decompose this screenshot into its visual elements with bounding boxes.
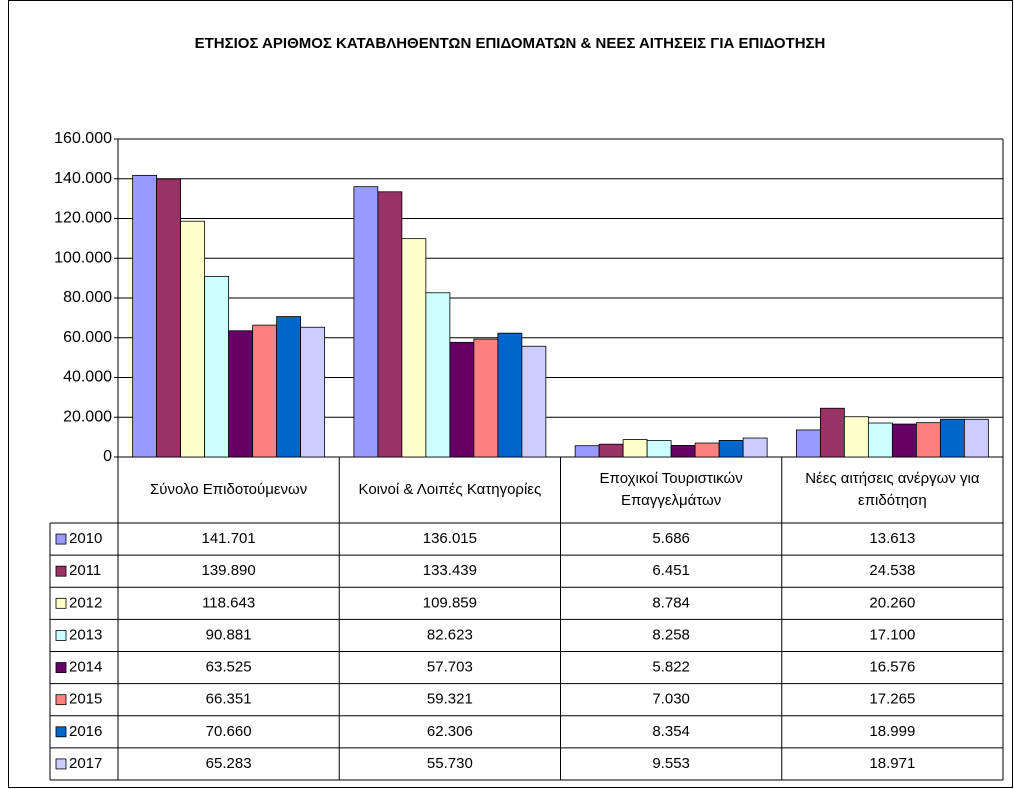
bar [377,191,403,458]
table-value: 109.859 [423,594,477,611]
bar [497,332,523,458]
y-tick-label: 140.000 [54,170,112,187]
y-tick-label: 0 [103,448,112,465]
table-value: 63.525 [206,659,252,676]
bar [425,292,451,458]
legend-label: 2014 [69,659,102,676]
legend-swatch [55,694,67,706]
bar [401,238,427,458]
table-value: 70.660 [206,723,252,740]
y-tick-label: 100.000 [54,249,112,266]
table-value: 17.100 [869,626,915,643]
table-value: 6.451 [652,562,690,579]
table-value: 62.306 [427,723,473,740]
legend-label: 2016 [69,723,102,740]
bar [449,341,475,458]
legend-label: 2011 [69,562,101,579]
bar [228,330,254,458]
bar [963,418,989,458]
table-value: 13.613 [869,530,915,547]
table-value: 8.258 [652,626,690,643]
bar [742,437,768,458]
bar [867,422,893,458]
y-tick-label: 20.000 [63,408,112,425]
table-value: 139.890 [202,562,256,579]
bar [353,186,379,458]
bar [132,174,158,458]
legend-swatch [55,533,67,545]
bar [521,345,547,458]
table-value: 90.881 [206,626,252,643]
x-tick-label: Κοινοί & Λοιπές Κατηγορίες [358,481,542,498]
y-tick-label: 160.000 [54,130,112,147]
bar [622,439,648,458]
table-value: 5.686 [652,530,690,547]
y-tick-label: 80.000 [63,289,112,306]
bar [939,418,965,458]
bar [300,326,326,458]
table-value: 8.354 [652,723,690,740]
table-value: 5.822 [652,659,690,676]
legend-label: 2017 [69,755,102,772]
bar [718,439,744,458]
table-value: 59.321 [427,691,473,708]
legend-label: 2013 [69,626,102,643]
chart-border [8,0,1013,788]
table-value: 24.538 [869,562,915,579]
table-value: 57.703 [427,659,473,676]
table-value: 9.553 [652,755,690,772]
table-value: 133.439 [423,562,477,579]
legend-label: 2012 [69,594,102,611]
x-tick-label: Νέες αιτήσεις ανέργων για επιδότηση [805,470,980,509]
legend-label: 2015 [69,691,102,708]
bar [843,416,869,458]
bar [819,407,845,458]
table-value: 7.030 [652,691,690,708]
table-value: 20.260 [869,594,915,611]
bar [694,442,720,458]
table-value: 65.283 [206,755,252,772]
bar [204,275,230,458]
y-tick-label: 40.000 [63,369,112,386]
table-value: 17.265 [869,691,915,708]
bar [252,324,278,458]
table-value: 118.643 [202,594,255,611]
table-value: 66.351 [206,691,252,708]
bar [670,445,696,458]
table-value: 82.623 [427,626,473,643]
bar [180,220,206,458]
table-value: 55.730 [427,755,473,772]
bar [156,178,182,458]
bar [276,316,302,458]
legend-swatch [55,662,67,673]
x-tick-label: Σύνολο Επιδοτούμενων [149,481,308,498]
legend-swatch [55,726,67,738]
table-value: 18.999 [869,723,915,740]
legend-swatch [55,758,67,770]
table-value: 8.784 [652,594,690,611]
table-value: 136.015 [423,530,477,547]
bar [473,338,499,458]
bar [574,445,600,458]
bar [598,443,624,458]
chart-title: ΕΤΗΣΙΟΣ ΑΡΙΘΜΟΣ ΚΑΤΑΒΛΗΘΕΝΤΩΝ ΕΠΙΔΟΜΑΤΩΝ… [194,35,826,52]
x-tick-label: Εποχικοί Τουριστικών Επαγγελμάτων [599,470,743,509]
legend-swatch [55,565,67,577]
bar [891,423,917,458]
table-value: 16.576 [869,659,915,676]
table-value: 18.971 [869,755,915,772]
y-tick-label: 120.000 [54,210,112,227]
table-value: 141.701 [202,530,256,547]
bar [646,440,672,458]
bar [915,422,941,458]
legend-swatch [55,597,67,609]
legend-swatch [55,630,67,641]
bar [795,429,821,458]
y-tick-label: 60.000 [63,329,112,346]
legend-label: 2010 [69,530,102,547]
